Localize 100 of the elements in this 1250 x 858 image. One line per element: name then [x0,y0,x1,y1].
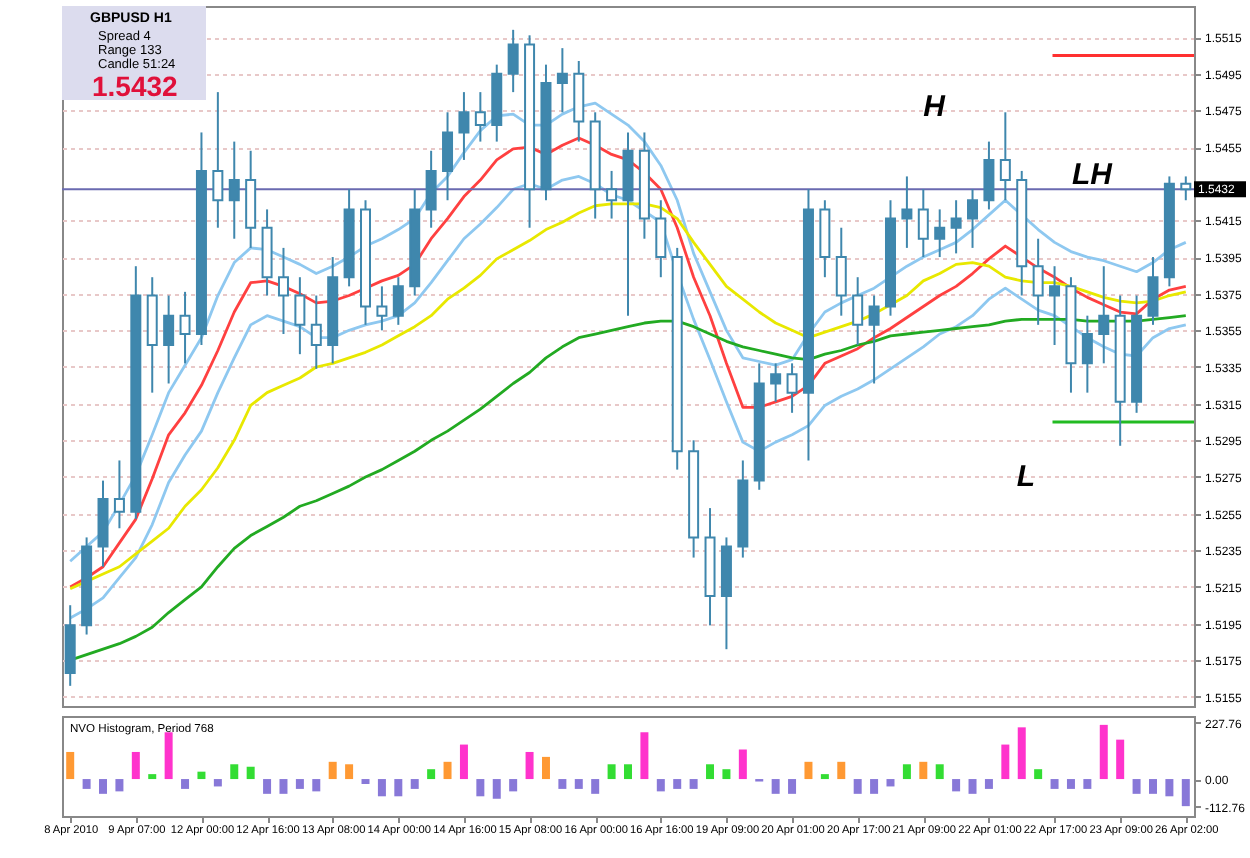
candlestick [901,175,913,249]
bar [492,779,501,799]
bar [164,732,173,780]
bar [689,779,698,789]
bar [1034,769,1043,780]
bar [82,779,91,789]
bar [870,779,879,794]
candlestick [606,169,618,220]
annotation: LH [1072,158,1115,192]
bar [1165,779,1174,797]
bar [984,779,993,789]
bar [1017,727,1026,780]
bar [853,779,862,794]
bar [263,779,272,794]
bar [295,779,304,789]
bar [377,779,386,797]
bar [771,779,780,794]
candlestick [983,140,995,211]
candlestick [64,604,76,687]
bar [525,751,534,780]
bar [1099,724,1108,780]
candlestick [573,59,585,143]
candlestick [474,91,486,143]
candlestick [294,276,306,356]
bar [935,764,944,780]
candlestick [179,290,191,365]
bar [591,779,600,794]
bar [820,774,829,780]
bar [1083,779,1092,789]
candlestick [786,362,798,414]
candlestick [228,140,240,240]
bar [1148,779,1157,794]
candlestick [1147,256,1159,326]
candlestick [113,459,125,530]
bar [279,779,288,794]
candlestick [245,149,257,249]
candlestick [442,111,454,202]
bar [181,779,190,789]
bar [66,751,75,780]
candlestick [376,285,388,332]
candlestick [1032,237,1044,326]
bar [968,779,977,794]
bar [427,769,436,780]
bar [197,771,206,780]
candlestick [1049,265,1061,347]
candlestick [868,294,880,385]
bar [99,779,108,794]
candlestick [458,91,470,161]
bar [624,764,632,780]
candlestick [1098,265,1110,365]
candlestick [917,188,929,259]
bar [213,779,222,787]
bar [148,774,157,780]
bar [640,732,649,780]
bar [131,751,140,780]
candlestick [967,188,979,249]
bar [230,764,239,780]
candlestick [819,199,831,279]
bar [738,749,747,780]
bar [328,761,337,780]
candlestick [163,294,175,385]
candlestick [1180,175,1192,202]
candlestick [425,149,437,229]
bar [902,764,911,780]
bar [476,779,485,797]
bar [1181,779,1190,807]
bar [1066,779,1075,789]
candlestick [1081,314,1093,394]
candlestick [770,362,782,403]
candlestick [556,47,568,114]
bar [656,779,665,792]
candlestick [310,294,322,370]
bar [574,779,583,789]
bar [886,779,895,787]
bar [1001,744,1010,780]
bar [1116,739,1125,780]
bar [541,756,550,780]
candlestick [392,276,404,326]
candlestick [934,208,946,259]
candlestick [852,276,864,347]
annotation: H [923,90,948,124]
candlestick [97,479,109,568]
bar [673,779,682,789]
candlestick [999,111,1011,202]
candlestick [655,199,667,279]
annotation: 1.5432 [92,70,179,102]
candlestick [277,246,289,336]
bar [1050,779,1059,789]
bar [837,761,846,780]
bar [459,744,468,780]
candlestick [507,28,519,94]
bar [607,764,616,780]
bar [788,779,797,794]
bar [919,761,928,780]
bar [1132,779,1141,794]
bar [312,779,321,792]
candlestick [950,199,962,255]
candlestick [212,91,224,229]
bar [443,761,452,780]
bar [804,761,813,780]
